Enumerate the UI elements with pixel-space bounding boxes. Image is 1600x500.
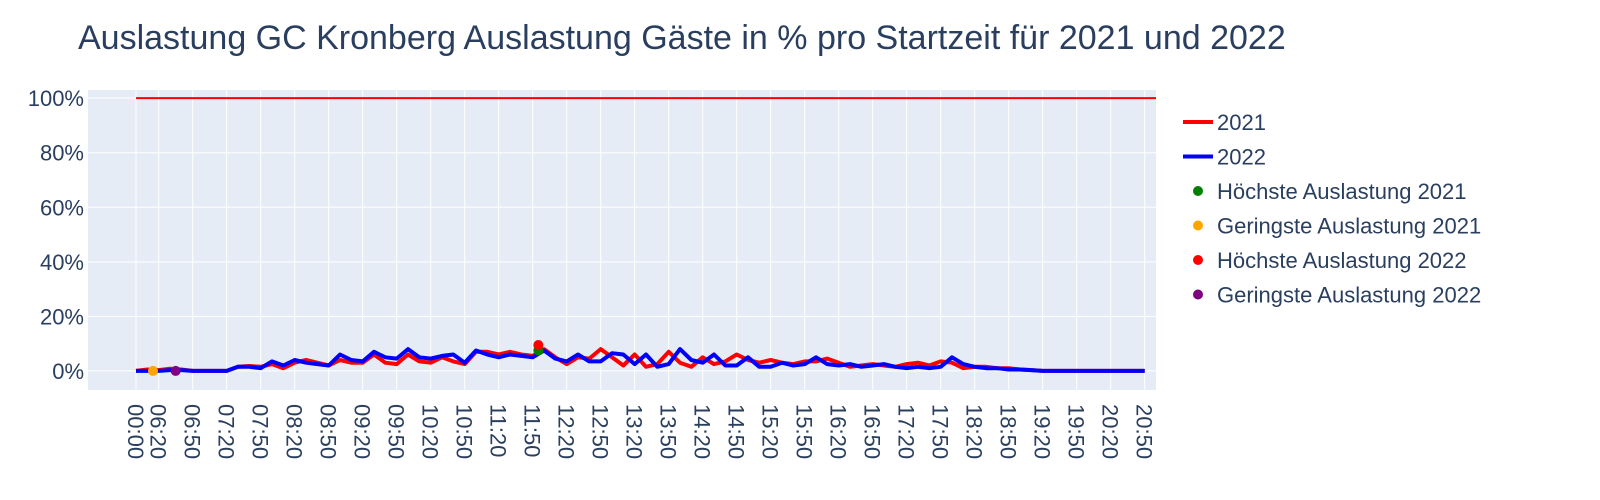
x-tick-label: 18:50 [996,404,1021,459]
legend-swatch-dot [1193,186,1203,196]
x-tick-label: 08:50 [316,404,341,459]
x-tick-label: 12:50 [588,404,613,459]
x-tick-label: 19:20 [1030,404,1055,459]
x-tick-label: 13:50 [656,404,681,459]
x-tick-label: 08:20 [282,404,307,459]
chart-title: Auslastung GC Kronberg Auslastung Gäste … [78,19,1286,57]
x-tick-label: 06:50 [180,404,205,459]
x-tick-label: 07:50 [248,404,273,459]
x-tick-label: 11:20 [486,404,511,457]
x-tick-label: 16:20 [826,404,851,459]
series-line-2022 [136,347,1145,373]
y-axis-ticks: 0% 20% 40% 60% 80% 100% [28,86,84,384]
x-tick-label: 19:50 [1064,404,1089,459]
legend-swatch-dot [1193,289,1203,300]
y-tick-label: 20% [40,304,84,329]
x-tick-label: 11:50 [520,404,545,457]
legend-label: 2022 [1217,145,1266,170]
x-tick-label: 13:20 [622,404,647,459]
x-tick-label: 20:50 [1132,404,1157,459]
x-tick-label: 15:20 [758,404,783,459]
x-tick-label: 20:20 [1098,404,1123,459]
x-tick-label: 09:50 [384,404,409,459]
x-tick-label: 10:20 [418,404,443,459]
x-tick-label: 14:20 [690,404,715,459]
legend-label: Geringste Auslastung 2022 [1217,283,1481,308]
legend-swatch-dot [1193,255,1203,265]
x-tick-label: 16:50 [860,404,885,459]
legend[interactable]: 2021 2022 Höchste Auslastung 2021 Geringste… [1183,110,1481,308]
y-tick-label: 40% [40,250,84,275]
x-tick-label: 10:50 [452,404,477,459]
x-tick-label: 14:50 [724,404,749,459]
x-tick-label: 12:20 [554,404,579,459]
y-tick-label: 0% [52,359,84,384]
legend-label: Geringste Auslastung 2021 [1217,214,1481,239]
legend-label: Höchste Auslastung 2021 [1217,179,1467,204]
x-tick-label: 09:20 [350,404,375,459]
x-tick-label: 07:20 [214,404,239,459]
legend-label: Höchste Auslastung 2022 [1217,248,1467,273]
x-tick-label: 17:20 [894,404,919,459]
legend-label: 2021 [1217,110,1266,135]
x-tick-label: 00:00 [123,404,148,459]
series-lines [135,97,1156,373]
y-tick-label: 100% [28,86,84,111]
x-tick-label: 18:20 [962,404,987,459]
marker-1 [148,365,158,376]
plot-area [88,90,1156,390]
x-tick-label: 17:50 [928,404,953,459]
marker-points [148,340,544,376]
marker-2 [533,340,544,350]
y-tick-label: 60% [40,195,84,220]
legend-swatch-dot [1193,220,1203,231]
x-tick-label: 06:20 [146,404,171,459]
marker-3 [170,365,181,376]
x-tick-label: 15:50 [792,404,817,459]
y-tick-label: 80% [40,141,84,166]
